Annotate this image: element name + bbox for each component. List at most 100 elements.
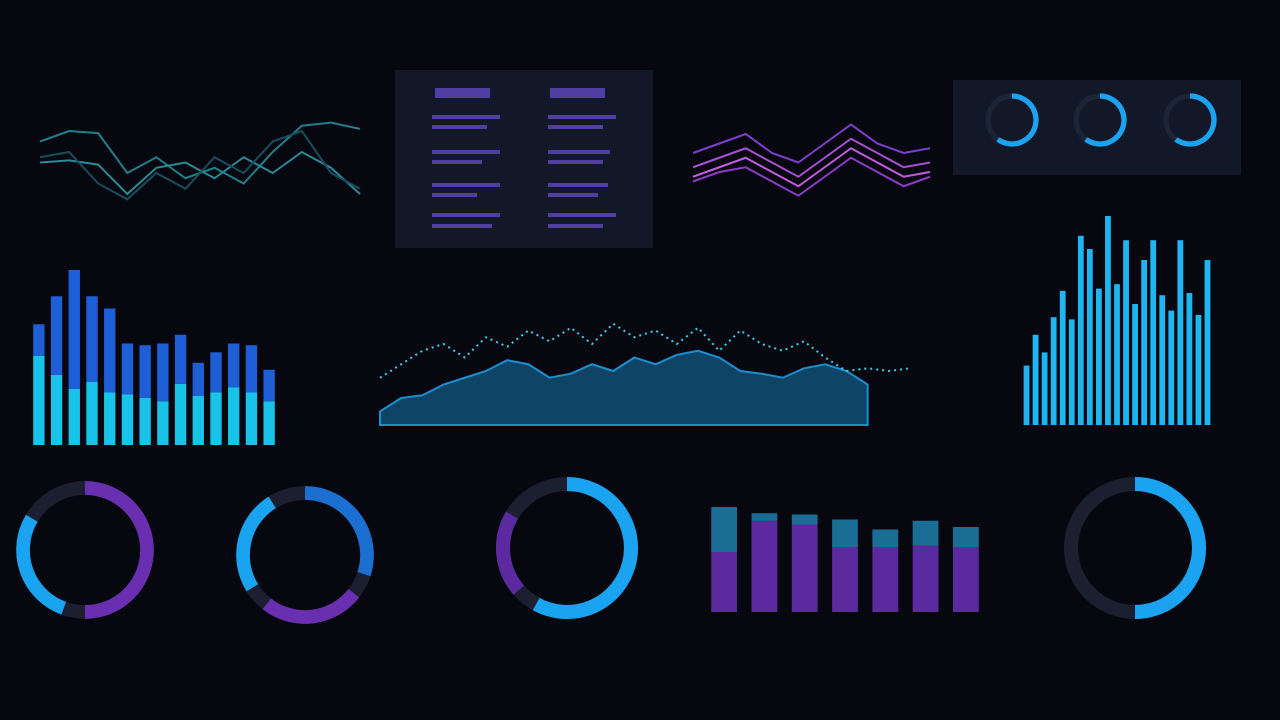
bar <box>1186 293 1193 425</box>
panel-line <box>548 160 603 164</box>
bar <box>1132 304 1138 425</box>
text-panel-lines <box>432 88 616 228</box>
line-series <box>692 137 931 178</box>
bar <box>157 343 169 402</box>
bar <box>832 519 858 547</box>
bar <box>228 343 240 388</box>
line-series <box>39 150 361 196</box>
donut-segment <box>996 93 1039 147</box>
bar <box>791 514 818 525</box>
bar <box>50 296 63 375</box>
bar <box>192 396 204 445</box>
bar <box>210 352 222 393</box>
bar <box>68 270 80 389</box>
donut-segment <box>262 588 360 624</box>
dotted-line <box>379 322 911 379</box>
panel-line <box>432 193 477 197</box>
panel-line <box>548 213 616 217</box>
panel-line <box>548 183 608 187</box>
line-series <box>692 123 931 164</box>
bar <box>1168 310 1175 425</box>
panel-line <box>432 125 487 129</box>
bar <box>791 524 818 612</box>
donut-segment <box>532 476 639 620</box>
bar <box>1204 260 1211 425</box>
donut-segment <box>304 486 374 577</box>
bar <box>245 345 258 393</box>
bar <box>33 324 45 356</box>
bar <box>33 355 45 445</box>
panel-line <box>548 224 603 228</box>
panel-line <box>548 115 616 119</box>
bar <box>952 527 979 547</box>
bar <box>1141 260 1148 425</box>
bar <box>228 387 240 445</box>
bar <box>1041 352 1048 425</box>
panel-line <box>548 125 603 129</box>
line-series <box>692 147 931 188</box>
bar <box>1086 249 1093 425</box>
bar <box>86 296 98 382</box>
bar <box>86 382 98 445</box>
bar <box>121 343 134 395</box>
donut-segment <box>84 481 154 619</box>
bar <box>263 369 275 402</box>
panel-line <box>432 213 500 217</box>
bar <box>1105 216 1111 425</box>
bar <box>1077 235 1084 425</box>
donut-segment <box>236 496 277 592</box>
bar <box>1150 240 1157 425</box>
bar <box>1059 290 1066 425</box>
bar <box>210 392 222 445</box>
line-series <box>692 156 931 197</box>
bar <box>1023 365 1030 425</box>
bar <box>139 345 151 398</box>
bar <box>192 362 204 396</box>
bar <box>1159 295 1166 425</box>
bar <box>952 547 979 612</box>
panel-heading <box>550 88 605 98</box>
bar <box>751 520 778 612</box>
bar <box>104 308 116 393</box>
bar <box>139 397 151 445</box>
text-panel <box>395 70 653 248</box>
bar <box>50 375 63 445</box>
bar <box>263 401 275 445</box>
bar <box>912 545 939 612</box>
bar <box>912 520 939 546</box>
bar <box>174 334 187 384</box>
bar <box>711 552 738 612</box>
bar <box>1050 317 1057 425</box>
bar <box>711 507 738 552</box>
bar <box>1114 284 1120 425</box>
bar <box>832 547 858 612</box>
plots <box>16 93 1217 624</box>
bar <box>872 547 899 612</box>
donut-segment <box>16 514 67 615</box>
panel-heading <box>435 88 490 98</box>
bar <box>1195 315 1202 425</box>
panel-line <box>548 193 598 197</box>
bar <box>1123 240 1129 425</box>
donut-segment <box>496 511 525 595</box>
bar <box>1032 334 1039 425</box>
panel-line <box>432 160 482 164</box>
donut-segment <box>1084 93 1127 147</box>
bar <box>68 389 80 445</box>
bar <box>157 401 169 445</box>
bar <box>872 529 899 547</box>
bar <box>1177 240 1184 425</box>
panel-line <box>432 150 500 154</box>
panel-line <box>432 183 500 187</box>
panel-line <box>548 150 610 154</box>
bar <box>121 394 134 445</box>
donut-segment <box>1174 93 1217 147</box>
panel-line <box>432 115 500 119</box>
bar <box>1068 319 1075 425</box>
area-series <box>379 349 869 426</box>
line-series <box>39 129 361 201</box>
bar <box>174 383 187 445</box>
bar <box>245 392 258 445</box>
